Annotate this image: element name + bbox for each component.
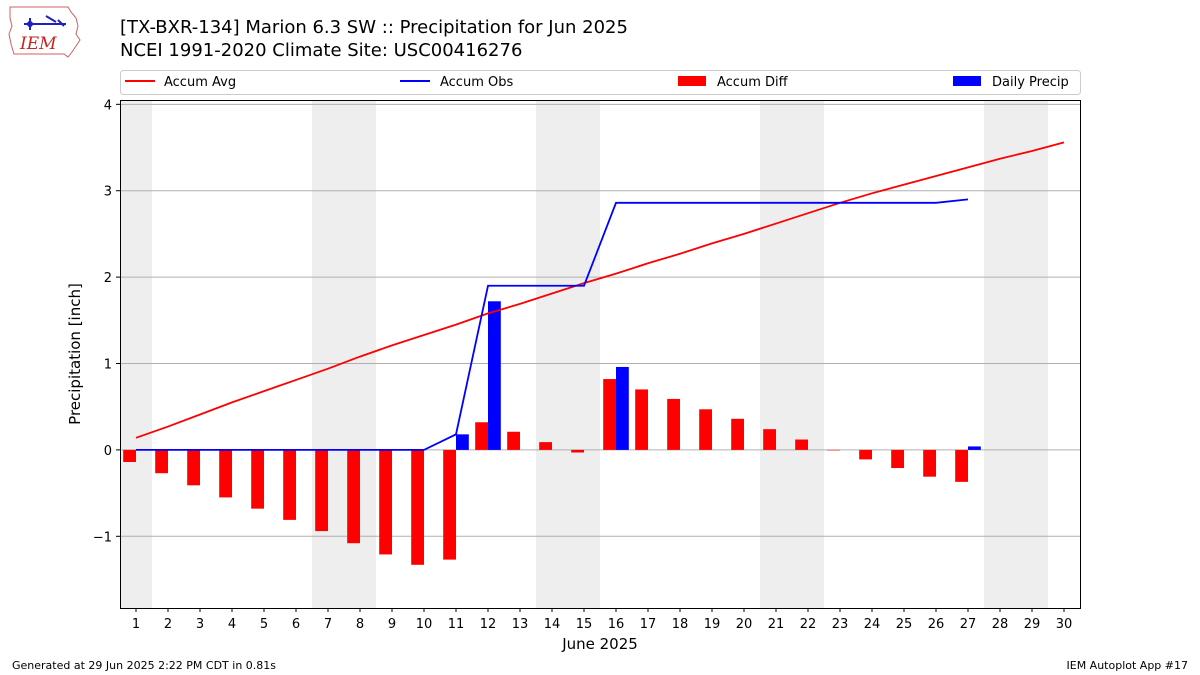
y-axis: −1 0 1 2 3 4 — [93, 98, 120, 545]
weekend-band — [984, 100, 1048, 608]
x-tick-label: 27 — [960, 617, 977, 632]
accum-diff-bar — [411, 449, 424, 565]
lines — [135, 141, 1065, 451]
x-tick-label: 18 — [672, 617, 689, 632]
daily-precip-bar — [456, 434, 469, 450]
x-tick-label: 13 — [512, 617, 529, 632]
legend-label-daily-precip: Daily Precip — [992, 75, 1069, 90]
iem-logo: IEM — [8, 6, 81, 58]
accum-diff-bar — [891, 449, 904, 469]
y-tick-label: 2 — [104, 271, 112, 286]
legend-label-accum-obs: Accum Obs — [440, 75, 513, 90]
x-tick-label: 12 — [480, 617, 497, 632]
y-tick-label: 1 — [104, 358, 112, 373]
accum-diff-bar — [283, 449, 296, 520]
legend-frame — [120, 70, 1081, 95]
accum-diff-bar — [539, 442, 552, 450]
weekend-band — [760, 100, 824, 608]
weekend-band — [536, 100, 600, 608]
accum-obs-line — [136, 198, 969, 451]
iowa-state-outline — [8, 6, 81, 58]
x-tick-label: 1 — [132, 617, 140, 632]
legend-label-accum-diff: Accum Diff — [717, 75, 789, 90]
legend-label-accum-avg: Accum Avg — [164, 75, 236, 90]
x-axis: 1 2 3 4 5 6 7 8 9 10 11 12 13 14 15 16 17 18 19 20 21 22 23 24 2… — [132, 608, 1072, 632]
x-tick-label: 14 — [544, 617, 561, 632]
x-tick-label: 19 — [704, 617, 721, 632]
legend-swatch-daily-precip — [953, 76, 981, 86]
x-tick-label: 17 — [640, 617, 657, 632]
x-tick-label: 29 — [1024, 617, 1041, 632]
x-tick-label: 26 — [928, 617, 945, 632]
y-tick-label: 3 — [104, 185, 112, 200]
x-tick-label: 15 — [576, 617, 593, 632]
x-tick-label: 20 — [736, 617, 753, 632]
plot-frame — [120, 100, 1081, 609]
accum-diff-bar — [507, 431, 520, 450]
sensor-dot-icon — [27, 21, 33, 27]
x-tick-label: 28 — [992, 617, 1009, 632]
accum-diff-bar — [699, 409, 712, 450]
x-axis-label: June 2025 — [561, 635, 638, 653]
x-tick-label: 4 — [228, 617, 236, 632]
x-tick-label: 11 — [448, 617, 465, 632]
chart-title: [TX-BXR-134] Marion 6.3 SW :: Precipitat… — [120, 17, 628, 38]
accum-avg-line — [135, 141, 1065, 439]
accum-diff-bar — [251, 449, 264, 509]
x-tick-label: 25 — [896, 617, 913, 632]
x-tick-label: 22 — [800, 617, 817, 632]
accum-diff-bar — [155, 449, 168, 474]
accum-diff-bar — [635, 389, 648, 450]
accum-diff-bar — [187, 449, 200, 486]
x-tick-label: 24 — [864, 617, 881, 632]
x-tick-label: 9 — [388, 617, 396, 632]
x-tick-label: 7 — [324, 617, 332, 632]
accum-diff-bar — [603, 379, 616, 450]
x-tick-label: 16 — [608, 617, 625, 632]
x-tick-label: 6 — [292, 617, 300, 632]
accum-diff-bar — [827, 449, 840, 451]
accum-diff-bar — [123, 449, 136, 462]
generated-timestamp: Generated at 29 Jun 2025 2:22 PM CDT in … — [12, 659, 277, 672]
accum-diff-bar — [859, 449, 872, 460]
legend: Accum Avg Accum Obs Accum Diff Daily Pre… — [120, 70, 1081, 95]
x-tick-label: 3 — [196, 617, 204, 632]
weekend-band — [120, 100, 152, 608]
daily-precip-bar — [968, 446, 981, 450]
x-tick-label: 30 — [1056, 617, 1073, 632]
logo-text: IEM — [19, 34, 57, 54]
daily-precip-bar — [488, 301, 501, 450]
accum-diff-bar — [667, 398, 680, 450]
app-credit: IEM Autoplot App #17 — [1066, 659, 1189, 672]
x-tick-label: 23 — [832, 617, 849, 632]
x-tick-label: 8 — [356, 617, 364, 632]
daily-precip-bar — [616, 366, 629, 450]
accum-diff-bar — [443, 449, 456, 560]
accum-diff-bar — [475, 422, 488, 450]
accum-diff-bar — [315, 449, 328, 532]
accum-diff-bar — [763, 429, 776, 450]
chart-subtitle: NCEI 1991-2020 Climate Site: USC00416276 — [120, 40, 523, 61]
accum-diff-bar — [347, 449, 360, 544]
accum-diff-bar — [379, 449, 392, 555]
bars — [123, 301, 981, 565]
x-tick-label: 5 — [260, 617, 268, 632]
x-tick-label: 2 — [164, 617, 172, 632]
accum-diff-bar — [955, 449, 968, 482]
x-tick-label: 10 — [416, 617, 433, 632]
accum-diff-bar — [219, 449, 232, 498]
accum-diff-bar — [731, 418, 744, 450]
weekend-shading — [120, 100, 1048, 608]
y-tick-label: 0 — [104, 444, 112, 459]
y-tick-label: 4 — [104, 98, 112, 113]
y-tick-label: −1 — [93, 530, 112, 545]
accum-diff-bar — [923, 449, 936, 477]
accum-diff-bar — [795, 439, 808, 450]
legend-swatch-accum-diff — [678, 76, 706, 86]
y-axis-label: Precipitation [inch] — [66, 283, 84, 425]
accum-diff-bar — [571, 449, 584, 453]
x-tick-label: 21 — [768, 617, 785, 632]
